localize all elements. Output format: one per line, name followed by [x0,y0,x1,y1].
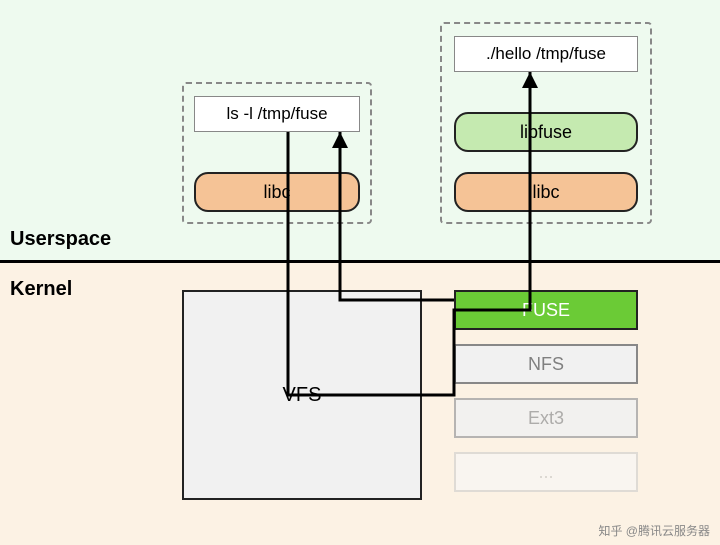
ls-command-box: ls -l /tmp/fuse [194,96,360,132]
watermark-text: 知乎 @腾讯云服务器 [598,522,710,539]
hello-libfuse-pill: libfuse [454,112,638,152]
layer-divider [0,260,720,263]
hello-libc-pill: libc [454,172,638,212]
fs-more-box: ... [454,452,638,492]
ls-libc-pill: libc [194,172,360,212]
fs-nfs-box: NFS [454,344,638,384]
kernel-label: Kernel [10,278,72,301]
userspace-label: Userspace [10,228,111,251]
hello-command-box: ./hello /tmp/fuse [454,36,638,72]
vfs-box: VFS [182,290,422,500]
fs-ext3-box: Ext3 [454,398,638,438]
fs-fuse-box: FUSE [454,290,638,330]
